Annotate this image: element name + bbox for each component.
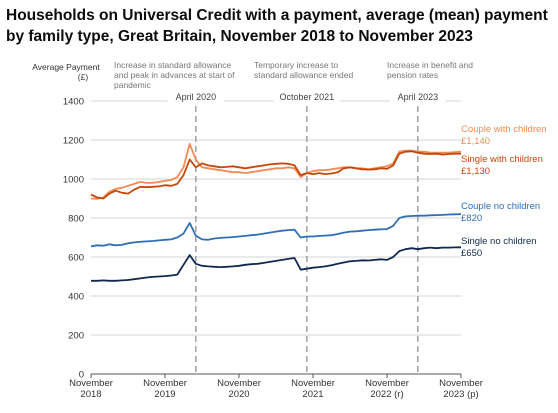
series-line-single-no-children <box>91 246 462 282</box>
gridlines <box>91 100 461 375</box>
event-label: April 2023 <box>398 92 439 102</box>
series-name-label: Single with children <box>461 154 543 165</box>
chart-title: Households on Universal Credit with a pa… <box>6 7 548 45</box>
event-label: October 2021 <box>280 92 335 102</box>
event-label-bg <box>273 91 340 103</box>
event-label: April 2020 <box>176 92 217 102</box>
y-axis-unit: (£) <box>78 72 89 82</box>
series-name-label: Couple with children <box>461 124 547 135</box>
series-value-label: £1,140 <box>461 136 490 147</box>
x-tick-label: November <box>69 378 113 389</box>
y-tick-label: 600 <box>68 253 84 264</box>
y-tick-label: 1000 <box>63 175 84 186</box>
y-tick-label: 800 <box>68 214 84 225</box>
y-tick-label: 0 <box>79 370 84 381</box>
series-end-labels: Couple with children£1,140 Single with ch… <box>461 124 547 259</box>
series-value-label: £1,130 <box>461 166 490 177</box>
y-tick-label: 1200 <box>63 136 84 147</box>
event-annotation: Temporary increase to <box>254 60 338 70</box>
x-tick-label-year: 2022 (r) <box>370 389 403 400</box>
series-name-label: Single no children <box>461 236 537 247</box>
event-annotation: Increase in standard allowance <box>114 60 231 70</box>
x-tick-label-year: 2021 <box>302 389 323 400</box>
y-tick-label: 400 <box>68 292 84 303</box>
x-tick-label-year: 2019 <box>154 389 175 400</box>
event-annotation: pandemic <box>114 80 152 90</box>
series-value-label: £820 <box>461 213 482 224</box>
x-tick-label: November <box>365 378 409 389</box>
event-markers: April 2020 Increase in standard allowance… <box>114 60 473 374</box>
x-tick-label: November <box>439 378 483 389</box>
series-name-label: Couple no children <box>461 201 540 212</box>
event-label-bg <box>167 91 224 103</box>
x-tick-label-year: 2018 <box>80 389 101 400</box>
event-label-bg <box>389 91 446 103</box>
series-line-single-with-children <box>90 150 461 200</box>
y-tick-label: 200 <box>68 331 84 342</box>
event-annotation: Increase in benefit and <box>387 60 473 70</box>
series-lines <box>90 142 462 282</box>
event-annotation: and peak in advances at start of <box>114 70 235 80</box>
series-line-couple-no-children <box>90 213 462 248</box>
event-annotation: pension rates <box>387 70 438 80</box>
y-axis-title: Average Payment <box>32 62 100 72</box>
x-tick-label: November <box>291 378 335 389</box>
series-value-label: £650 <box>461 248 482 259</box>
x-tick-label: November <box>143 378 187 389</box>
x-tick-label: November <box>217 378 261 389</box>
series-line-couple-with-children <box>90 142 462 200</box>
y-tick-label: 1400 <box>63 97 84 108</box>
x-tick-label-year: 2020 <box>228 389 249 400</box>
axes: Average Payment(£) 0 200 400 600 800 1000 1200 1… <box>32 62 483 400</box>
event-annotation: standard allowance ended <box>254 70 354 80</box>
x-tick-label-year: 2023 (p) <box>443 389 478 400</box>
